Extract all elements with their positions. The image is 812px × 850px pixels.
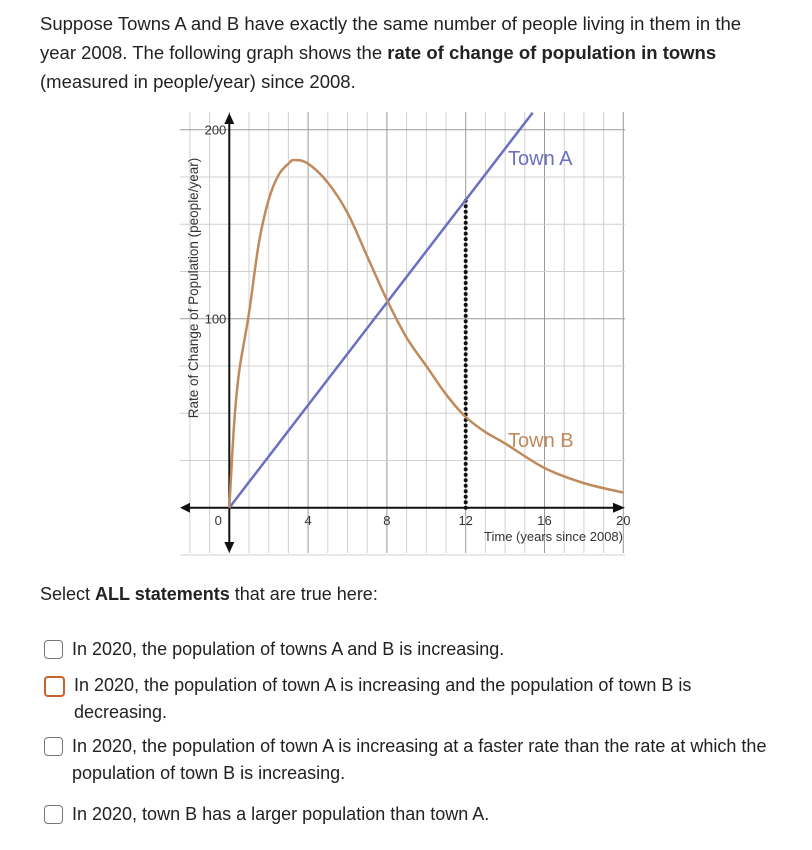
dotted-line-dot: [463, 330, 468, 335]
dotted-line-dot: [463, 456, 468, 461]
option-label: In 2020, the population of towns A and B…: [72, 639, 505, 659]
checkbox[interactable]: [44, 640, 63, 659]
chart-series: [228, 112, 624, 510]
dotted-line-dot: [463, 352, 468, 357]
x-tick-label: 8: [383, 513, 390, 528]
x-tick-label: 0: [215, 513, 222, 528]
y-axis-arrow-down: [224, 542, 235, 553]
intro-text: Suppose Towns A and B have exactly the s…: [40, 13, 742, 63]
y-axis-arrow-up: [224, 113, 235, 124]
chart-axes: [180, 113, 625, 553]
option-label: In 2020, town B has a larger population …: [72, 804, 490, 824]
dotted-line-dot: [463, 478, 468, 483]
x-axis-arrow-left: [180, 502, 190, 513]
dotted-line-dot: [463, 346, 468, 351]
dotted-line-dot: [463, 204, 468, 209]
x-tick-label: 12: [458, 513, 472, 528]
intro-text-end: (measured in people/year) since 2008.: [40, 71, 356, 92]
dotted-line-dot: [463, 505, 468, 510]
chart-labels: 0 4 8 12 16 20 100 200 Time (years since 2008) Ra…: [186, 123, 631, 544]
dotted-line-dot: [463, 270, 468, 275]
dotted-line-dot: [463, 483, 468, 488]
series-line-town-b: [228, 158, 624, 508]
dotted-line-dot: [463, 500, 468, 505]
dotted-line-dot: [463, 423, 468, 428]
dotted-line-dot: [463, 280, 468, 285]
option-4[interactable]: In 2020, town B has a larger population …: [44, 801, 774, 828]
dotted-line-dot: [463, 253, 468, 258]
dotted-line-dot: [463, 467, 468, 472]
dotted-line-dot: [463, 231, 468, 236]
dotted-line-dot: [463, 237, 468, 242]
dotted-line-dot: [463, 396, 468, 401]
dotted-line-dot: [463, 275, 468, 280]
rate-of-change-chart: 0 4 8 12 16 20 100 200 Time (years since 2008) Ra…: [180, 112, 631, 556]
x-tick-label: 16: [537, 513, 551, 528]
option-3[interactable]: In 2020, the population of town A is inc…: [44, 733, 774, 787]
option-2[interactable]: In 2020, the population of town A is inc…: [44, 672, 774, 726]
x-axis-label: Time (years since 2008): [484, 529, 623, 544]
x-tick-label: 20: [616, 513, 630, 528]
dotted-line-dot: [463, 494, 468, 499]
dotted-line-dot: [463, 324, 468, 329]
dotted-line-dot: [463, 341, 468, 346]
dotted-line-dot: [463, 302, 468, 307]
dotted-line-dot: [463, 434, 468, 439]
dotted-line-dot: [463, 385, 468, 390]
dotted-line-dot: [463, 220, 468, 225]
dotted-line-dot: [463, 209, 468, 214]
option-label: In 2020, the population of town A is inc…: [74, 675, 692, 722]
dotted-line-dot: [463, 450, 468, 455]
dotted-line-dot: [463, 461, 468, 466]
dotted-line-dot: [463, 439, 468, 444]
dotted-line-dot: [463, 242, 468, 247]
dotted-line-dot: [463, 226, 468, 231]
series-label-town-a: Town A: [508, 148, 573, 170]
dotted-line-dot: [463, 363, 468, 368]
option-1[interactable]: In 2020, the population of towns A and B…: [44, 636, 774, 663]
prompt-bold: ALL statements: [95, 584, 230, 604]
dotted-line-dot: [463, 379, 468, 384]
dotted-line-dot: [463, 445, 468, 450]
dotted-line-dot: [463, 335, 468, 340]
series-line-town-a: [228, 112, 534, 509]
dotted-line-dot: [463, 390, 468, 395]
prompt-text: Select: [40, 584, 96, 604]
dotted-line-dot: [463, 489, 468, 494]
chart-grid: [180, 112, 625, 556]
checkbox[interactable]: [44, 676, 65, 697]
dotted-line-dot: [463, 401, 468, 406]
dotted-line-dot: [463, 215, 468, 220]
intro-bold: rate of change of population in towns: [387, 42, 717, 63]
option-label: In 2020, the population of town A is inc…: [72, 736, 767, 783]
dotted-line-dot: [463, 297, 468, 302]
dotted-line-dot: [463, 313, 468, 318]
dotted-line-dot: [463, 368, 468, 373]
dotted-line-dot: [463, 308, 468, 313]
dotted-line-dot: [463, 472, 468, 477]
checkbox[interactable]: [44, 805, 63, 824]
y-axis-label: Rate of Change of Population (people/yea…: [186, 158, 201, 418]
select-prompt: Select ALL statements that are true here…: [40, 584, 378, 605]
dotted-line-dot: [463, 357, 468, 362]
series-label-town-b: Town B: [508, 430, 574, 452]
dotted-line-dot: [463, 291, 468, 296]
dotted-line-dot: [463, 259, 468, 264]
y-tick-label: 100: [205, 312, 227, 327]
x-axis-arrow-right: [613, 502, 625, 513]
x-tick-label: 4: [304, 513, 311, 528]
checkbox[interactable]: [44, 737, 63, 756]
question-intro: Suppose Towns A and B have exactly the s…: [40, 9, 780, 96]
dotted-line-dot: [463, 374, 468, 379]
dotted-line-dot: [463, 248, 468, 253]
y-tick-label: 200: [205, 123, 227, 138]
dotted-line-dot: [463, 286, 468, 291]
dotted-line-dot: [463, 319, 468, 324]
dotted-line-dot: [463, 407, 468, 412]
prompt-text-end: that are true here:: [229, 584, 378, 604]
dotted-line-dot: [463, 264, 468, 269]
dotted-line-dot: [463, 428, 468, 433]
